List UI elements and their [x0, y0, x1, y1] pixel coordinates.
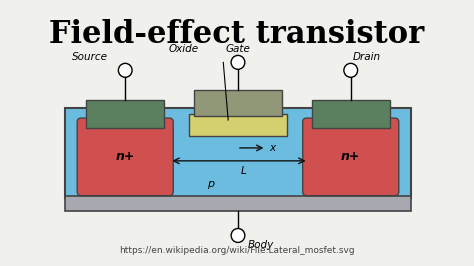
Text: n+: n+: [341, 150, 360, 163]
Circle shape: [231, 55, 245, 69]
Text: Gate: Gate: [226, 44, 250, 55]
Text: n+: n+: [116, 150, 135, 163]
Bar: [65, 108, 410, 198]
Bar: [86, 100, 164, 128]
Text: Field-effect transistor: Field-effect transistor: [49, 19, 425, 49]
Bar: [189, 114, 287, 136]
Text: x: x: [269, 143, 275, 153]
Text: L: L: [241, 166, 247, 176]
Text: Source: Source: [72, 52, 108, 62]
Circle shape: [344, 63, 357, 77]
Circle shape: [231, 228, 245, 242]
Bar: [65, 196, 410, 211]
Text: Drain: Drain: [353, 52, 381, 62]
Bar: [194, 90, 282, 116]
Text: Body: Body: [248, 240, 274, 250]
FancyBboxPatch shape: [77, 118, 173, 196]
Bar: [311, 100, 390, 128]
Text: Oxide: Oxide: [169, 44, 199, 55]
Text: p: p: [207, 179, 214, 189]
Circle shape: [118, 63, 132, 77]
Text: https://en.wikipedia.org/wiki/File:Lateral_mosfet.svg: https://en.wikipedia.org/wiki/File:Later…: [119, 246, 355, 255]
FancyBboxPatch shape: [303, 118, 399, 196]
